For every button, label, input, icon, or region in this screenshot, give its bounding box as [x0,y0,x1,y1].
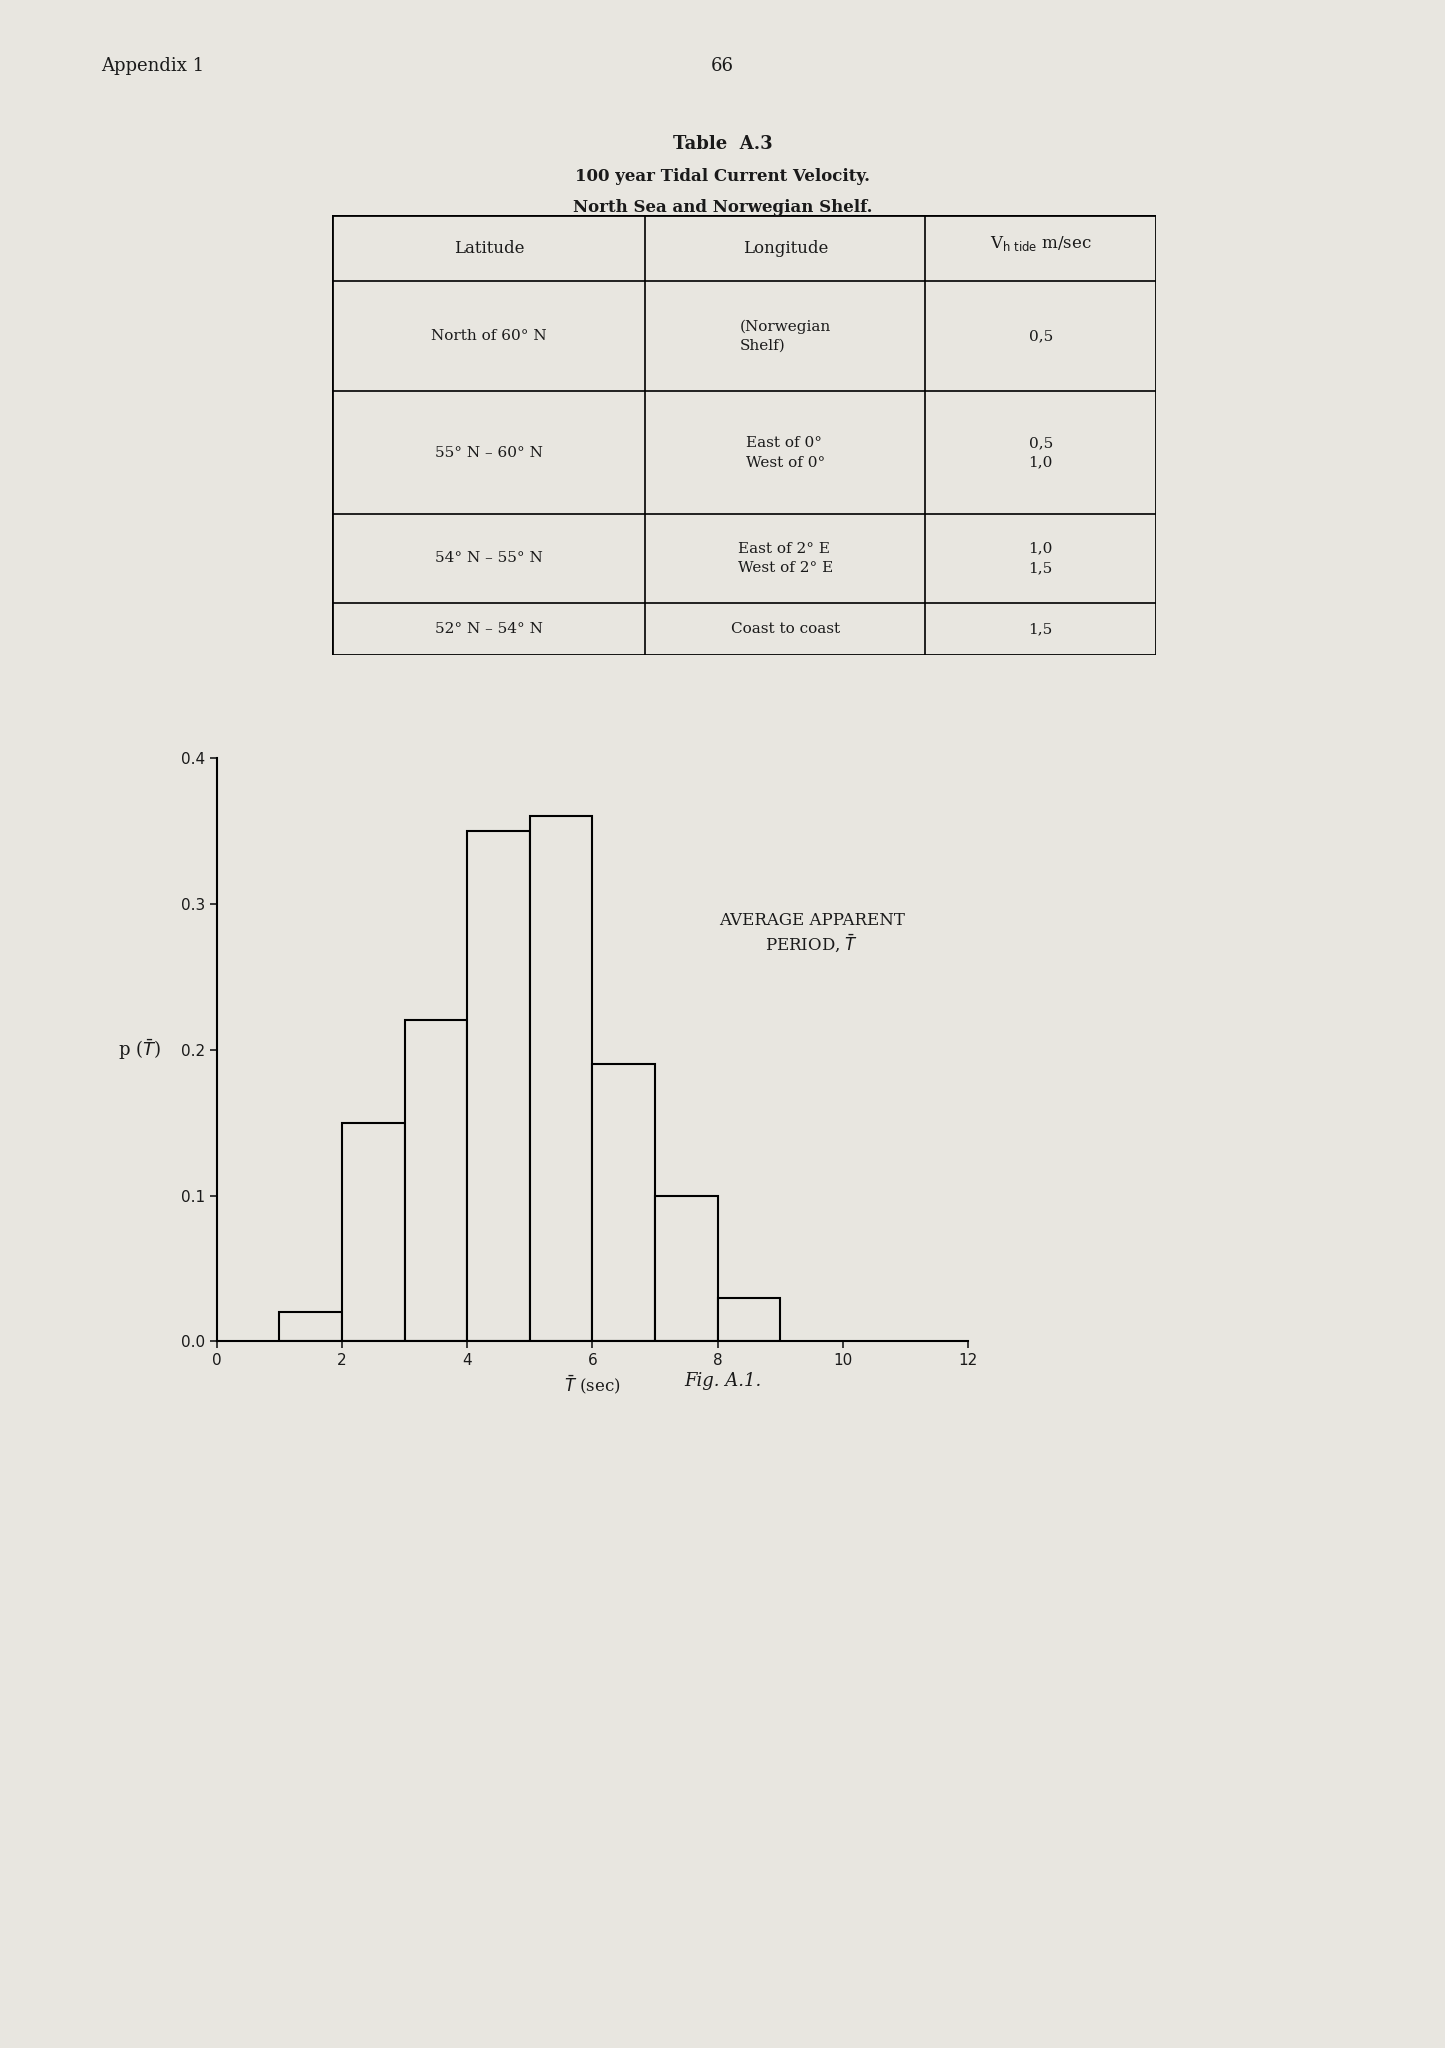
Bar [467,831,530,1341]
Bar [718,1298,780,1341]
Text: Table  A.3: Table A.3 [673,135,772,154]
Text: North Sea and Norwegian Shelf.: North Sea and Norwegian Shelf. [572,199,873,215]
Bar [279,1313,342,1341]
Bar [592,1065,655,1341]
Text: North of 60° N: North of 60° N [431,330,546,344]
Y-axis label: p ($\bar{T}$): p ($\bar{T}$) [117,1036,160,1063]
Text: East of 0°
West of 0°: East of 0° West of 0° [746,436,825,469]
Text: 1,5: 1,5 [1029,623,1053,637]
Text: 52° N – 54° N: 52° N – 54° N [435,623,543,637]
Text: Fig. A.1.: Fig. A.1. [683,1372,762,1391]
Text: V$_{\rm h\ tide}$ m/sec: V$_{\rm h\ tide}$ m/sec [990,233,1091,254]
Text: 0,5: 0,5 [1029,330,1053,344]
Text: Appendix 1: Appendix 1 [101,57,204,76]
Text: Coast to coast: Coast to coast [731,623,840,637]
Text: 54° N – 55° N: 54° N – 55° N [435,551,543,565]
Text: Longitude: Longitude [743,240,828,256]
Bar [655,1196,718,1341]
Text: 100 year Tidal Current Velocity.: 100 year Tidal Current Velocity. [575,168,870,184]
Bar [530,817,592,1341]
Text: East of 2° E
West of 2° E: East of 2° E West of 2° E [738,543,832,575]
Text: Latitude: Latitude [454,240,525,256]
Bar [342,1122,405,1341]
Text: (Norwegian
Shelf): (Norwegian Shelf) [740,319,831,352]
Text: AVERAGE APPARENT
PERIOD, $\bar{T}$: AVERAGE APPARENT PERIOD, $\bar{T}$ [718,911,905,954]
Bar [405,1020,467,1341]
Text: 1,0
1,5: 1,0 1,5 [1029,543,1053,575]
Text: 66: 66 [711,57,734,76]
Text: 0,5
1,0: 0,5 1,0 [1029,436,1053,469]
Text: 55° N – 60° N: 55° N – 60° N [435,446,543,461]
X-axis label: $\bar{T}$ (sec): $\bar{T}$ (sec) [564,1374,621,1397]
